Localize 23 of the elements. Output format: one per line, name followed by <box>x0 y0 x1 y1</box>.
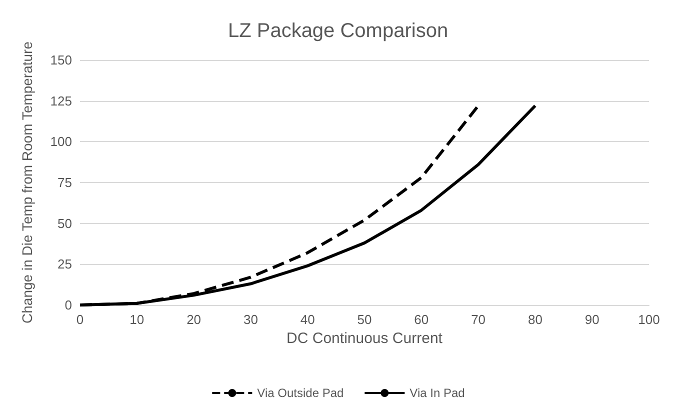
x-tick-label: 30 <box>243 312 258 327</box>
x-tick-label: 80 <box>528 312 542 327</box>
x-axis-title: DC Continuous Current <box>286 330 444 347</box>
legend-label: Via In Pad <box>410 386 465 400</box>
y-tick-label: 150 <box>50 52 72 68</box>
x-tick-label: 20 <box>186 312 202 327</box>
x-tick-label: 10 <box>130 312 144 327</box>
y-tick-label: 0 <box>64 298 72 312</box>
y-tick-label: 75 <box>58 175 72 190</box>
x-tick-label: 70 <box>471 312 486 327</box>
y-tick-label: 100 <box>50 134 72 150</box>
x-tick-label: 90 <box>584 312 600 327</box>
x-tick-label: 100 <box>638 312 660 327</box>
y-tick-label: 50 <box>58 216 72 231</box>
chart-title: LZ Package Comparison <box>228 20 448 42</box>
x-tick-label: 50 <box>357 312 372 327</box>
x-tick-label: 0 <box>76 312 84 327</box>
y-tick-label: 125 <box>50 93 72 108</box>
legend-label: Via Outside Pad <box>257 386 344 400</box>
y-axis-title: Change in Die Temp from Room Temperature <box>19 41 35 324</box>
x-tick-label: 40 <box>300 312 315 327</box>
x-tick-label: 60 <box>414 312 429 327</box>
y-tick-label: 25 <box>58 256 72 272</box>
